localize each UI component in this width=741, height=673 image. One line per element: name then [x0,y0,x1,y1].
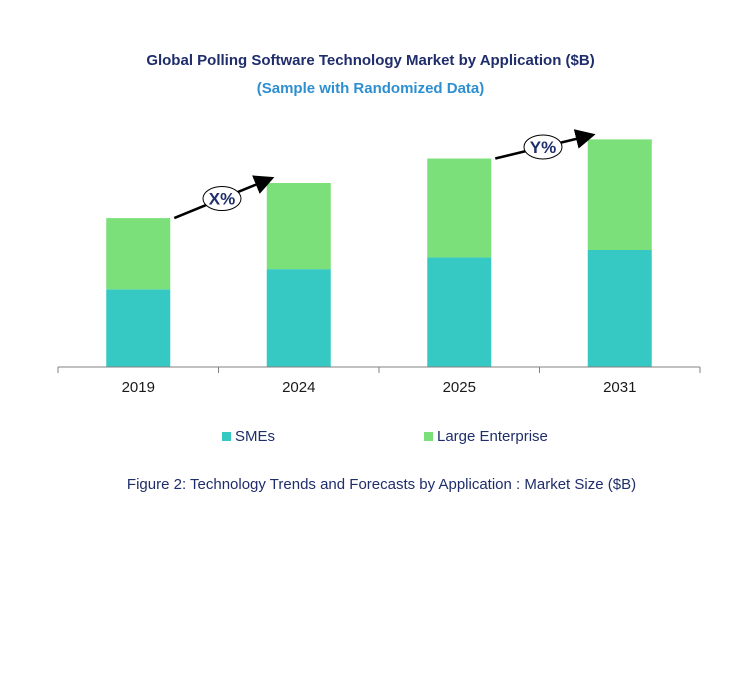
growth-badge-y-pct [523,134,563,160]
bar-smes-2024 [266,269,331,367]
legend-swatch-large-enterprise [424,432,433,441]
growth-label-x-pct: X% [209,190,235,209]
legend-item-smes: SMEs [222,428,275,445]
bar-large-enterprise-2025 [427,158,492,258]
growth-label-y-pct: Y% [530,138,556,157]
x-tick-label-2025: 2025 [443,379,476,396]
legend-swatch-smes [222,432,231,441]
legend-label-smes: SMEs [235,428,276,445]
growth-badge-x-pct [202,186,242,212]
legend-item-large-enterprise: Large Enterprise [424,428,548,445]
bar-smes-2025 [427,257,492,367]
bar-chart: 2019 2024 2025 2031 X% Y% [57,129,701,396]
bar-large-enterprise-2019 [106,218,171,290]
x-tick-label-2031: 2031 [603,379,636,396]
bar-large-enterprise-2024 [266,182,331,270]
x-tick-label-2019: 2019 [122,379,155,396]
bar-smes-2019 [106,289,171,367]
chart-title: Global Polling Software Technology Marke… [146,52,595,69]
chart-subtitle: (Sample with Randomized Data) [256,80,485,97]
figure-caption: Figure 2: Technology Trends and Forecast… [126,476,637,493]
legend-label-large-enterprise: Large Enterprise [437,428,548,445]
bar-smes-2031 [587,250,652,367]
bar-large-enterprise-2031 [587,139,652,250]
x-tick-label-2024: 2024 [282,379,315,396]
